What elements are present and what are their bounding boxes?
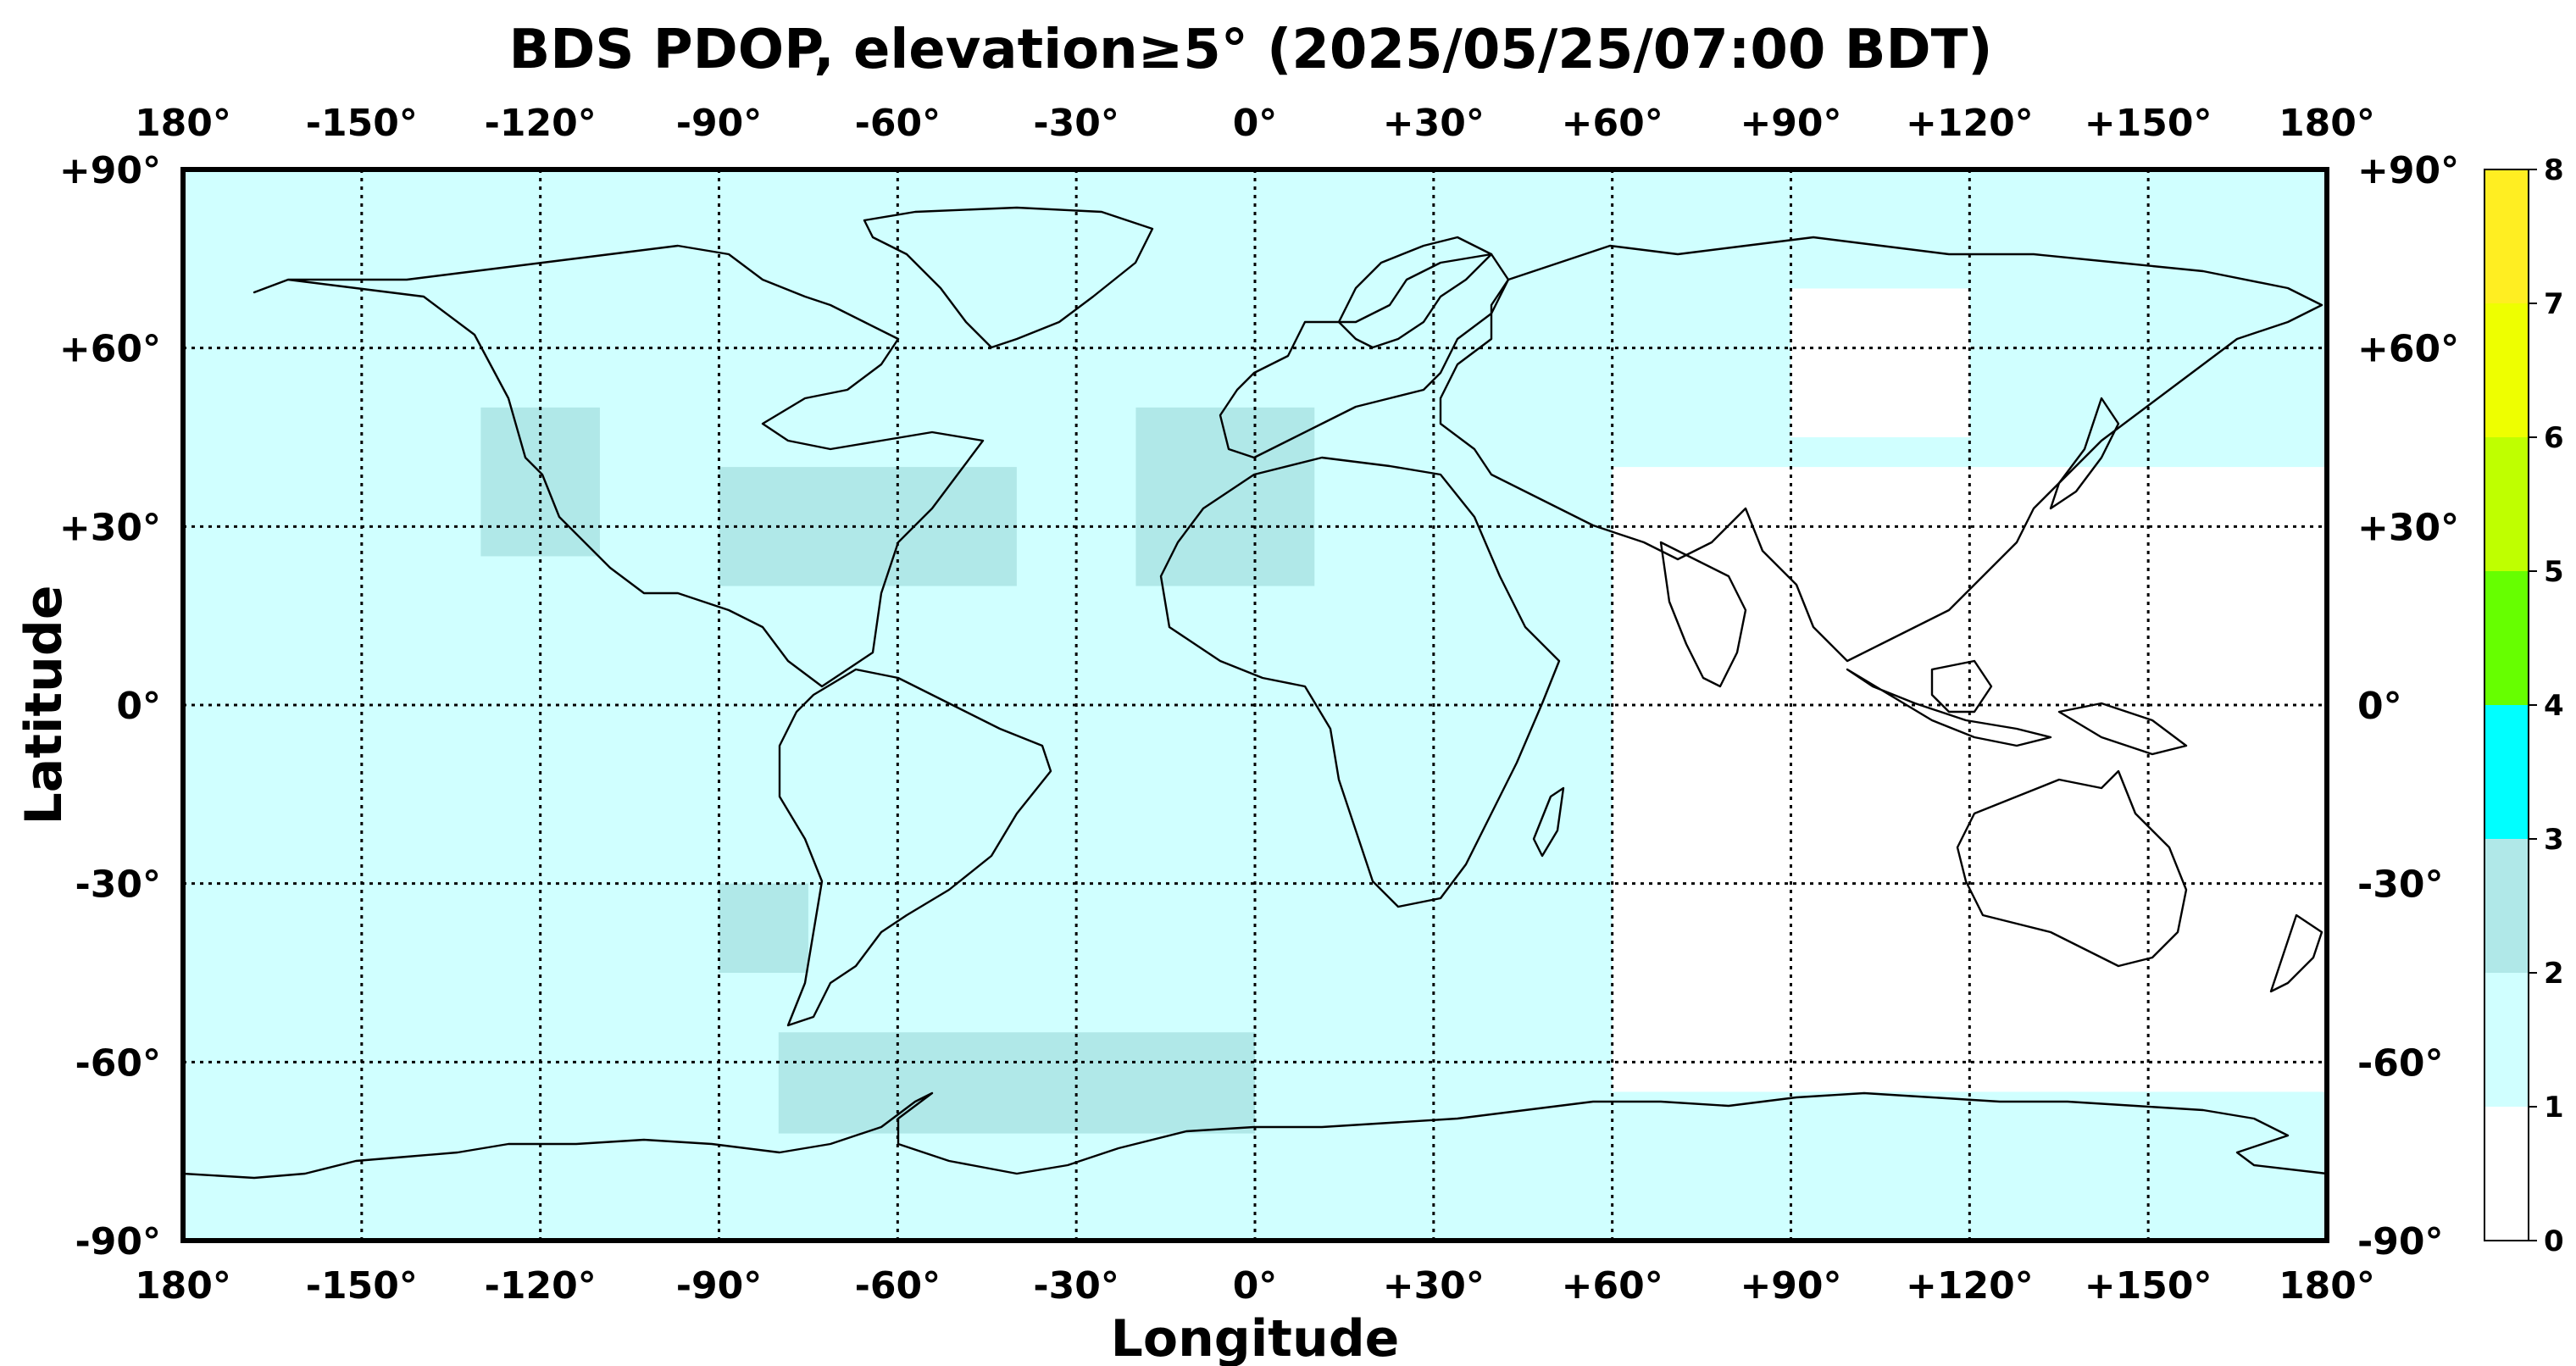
- lat-tick-label-right: -90°: [2357, 1220, 2444, 1263]
- longitude-ticks-top: 180° -150° -120° -90° -60° -30° 0° +30° +60° +90°…: [135, 102, 2375, 145]
- pdop-region: [719, 883, 808, 973]
- lon-tick-label-top: -150°: [306, 102, 418, 145]
- map-plot-area: [180, 167, 2329, 1243]
- colorbar-bin: [2484, 571, 2529, 705]
- coast-japan: [2049, 397, 2120, 510]
- graticule: [183, 169, 2327, 1241]
- latitude-ticks-right: +90° +60° +30° 0° -30° -60° -90°: [2357, 149, 2459, 1263]
- coast-antarctica: [181, 1091, 2329, 1180]
- coast-europe: [1219, 253, 1510, 459]
- lon-tick-label-bottom: 180°: [135, 1264, 231, 1308]
- coastlines: [181, 206, 2329, 1180]
- coast-africa: [1159, 456, 1561, 908]
- colorbar-tick-label: 2: [2544, 957, 2564, 991]
- colorbar-tick-label: 8: [2544, 153, 2564, 187]
- colorbar-tick-label: 7: [2544, 287, 2564, 321]
- coast-new-zealand: [2269, 913, 2323, 993]
- lon-tick-label-top: -120°: [485, 102, 597, 145]
- colorbar-bin: [2484, 973, 2529, 1107]
- colorbar-bin: [2484, 303, 2529, 437]
- colorbar-tick-label: 3: [2544, 823, 2564, 857]
- latitude-ticks-left: +90° +60° +30° 0° -30° -60° -90°: [59, 149, 161, 1263]
- lat-tick-label-right: -30°: [2357, 863, 2444, 907]
- lon-tick-label-bottom: -120°: [485, 1264, 597, 1308]
- map-frame: [180, 167, 2329, 1243]
- colorbar-bin: [2484, 169, 2529, 303]
- lon-tick-label-top: +90°: [1740, 102, 1841, 145]
- lon-tick-label-bottom: +150°: [2085, 1264, 2212, 1308]
- lon-tick-label-top: 180°: [2279, 102, 2375, 145]
- y-axis-label: Latitude: [14, 585, 74, 825]
- colorbar-tick-label: 1: [2544, 1091, 2564, 1124]
- colorbar-bin: [2484, 839, 2529, 973]
- colorbar: [2484, 169, 2529, 1241]
- coast-greenland: [863, 206, 1154, 349]
- lon-tick-label-bottom: +30°: [1383, 1264, 1485, 1308]
- colorbar-tick-label: 0: [2544, 1224, 2564, 1258]
- coast-asia: [1439, 236, 2323, 663]
- lon-tick-label-bottom: -150°: [306, 1264, 418, 1308]
- colorbar-bin: [2484, 705, 2529, 839]
- colorbar-bin: [2484, 437, 2529, 571]
- coast-north-america: [253, 244, 985, 688]
- lon-tick-label-bottom: 180°: [2279, 1264, 2375, 1308]
- lat-tick-label-left: -30°: [75, 863, 162, 907]
- lon-tick-label-bottom: +60°: [1562, 1264, 1663, 1308]
- x-axis-label: Longitude: [1111, 1309, 1400, 1366]
- coast-indonesia: [1846, 668, 2052, 747]
- lon-tick-label-top: -30°: [1033, 102, 1119, 145]
- lat-tick-label-left: +30°: [59, 506, 161, 549]
- lon-tick-label-bottom: +120°: [1906, 1264, 2034, 1308]
- colorbar-tick-label: 4: [2544, 689, 2564, 723]
- chart-title: BDS PDOP, elevation≥5° (2025/05/25/07:00…: [508, 19, 1992, 81]
- colorbar-tick-label: 6: [2544, 421, 2564, 455]
- lon-tick-label-bottom: -30°: [1033, 1264, 1119, 1308]
- coast-new-guinea: [2057, 702, 2188, 756]
- lon-tick-label-bottom: 0°: [1233, 1264, 1278, 1308]
- colorbar-bin: [2484, 1107, 2529, 1241]
- lon-tick-label-top: +150°: [2085, 102, 2212, 145]
- lon-tick-label-top: 180°: [135, 102, 231, 145]
- lat-tick-label-left: 0°: [116, 685, 161, 728]
- longitude-ticks-bottom: 180° -150° -120° -90° -60° -30° 0° +30° +60° +90°…: [135, 1264, 2375, 1308]
- lat-tick-label-left: -90°: [75, 1220, 162, 1263]
- lat-tick-label-right: -60°: [2357, 1041, 2444, 1085]
- coast-borneo: [1930, 659, 1993, 714]
- coast-india: [1659, 541, 1747, 688]
- lat-tick-label-right: +30°: [2357, 506, 2459, 549]
- colorbar-tick-label: 5: [2544, 555, 2564, 589]
- lon-tick-label-top: +30°: [1383, 102, 1485, 145]
- coast-australia: [1956, 769, 2188, 968]
- lat-tick-label-right: +60°: [2357, 328, 2459, 371]
- lon-tick-label-top: -60°: [855, 102, 941, 145]
- lat-tick-label-left: +60°: [59, 328, 161, 371]
- lat-tick-label-right: 0°: [2357, 685, 2402, 728]
- lon-tick-label-top: +60°: [1562, 102, 1663, 145]
- colorbar-ticks: 0 1 2 3 4 5 6 7 8: [2529, 153, 2564, 1258]
- pdop-region: [778, 1032, 1255, 1134]
- lon-tick-label-bottom: -90°: [676, 1264, 763, 1308]
- coast-south-america: [778, 668, 1052, 1027]
- lon-tick-label-top: -90°: [676, 102, 763, 145]
- lon-tick-label-top: 0°: [1233, 102, 1278, 145]
- lat-tick-label-left: +90°: [59, 149, 161, 192]
- lon-tick-label-bottom: +90°: [1740, 1264, 1841, 1308]
- lon-tick-label-bottom: -60°: [855, 1264, 941, 1308]
- coast-madagascar: [1532, 786, 1565, 858]
- lat-tick-label-left: -60°: [75, 1041, 162, 1085]
- pdop-region: [1790, 288, 1970, 437]
- lon-tick-label-top: +120°: [1906, 102, 2034, 145]
- lat-tick-label-right: +90°: [2357, 149, 2459, 192]
